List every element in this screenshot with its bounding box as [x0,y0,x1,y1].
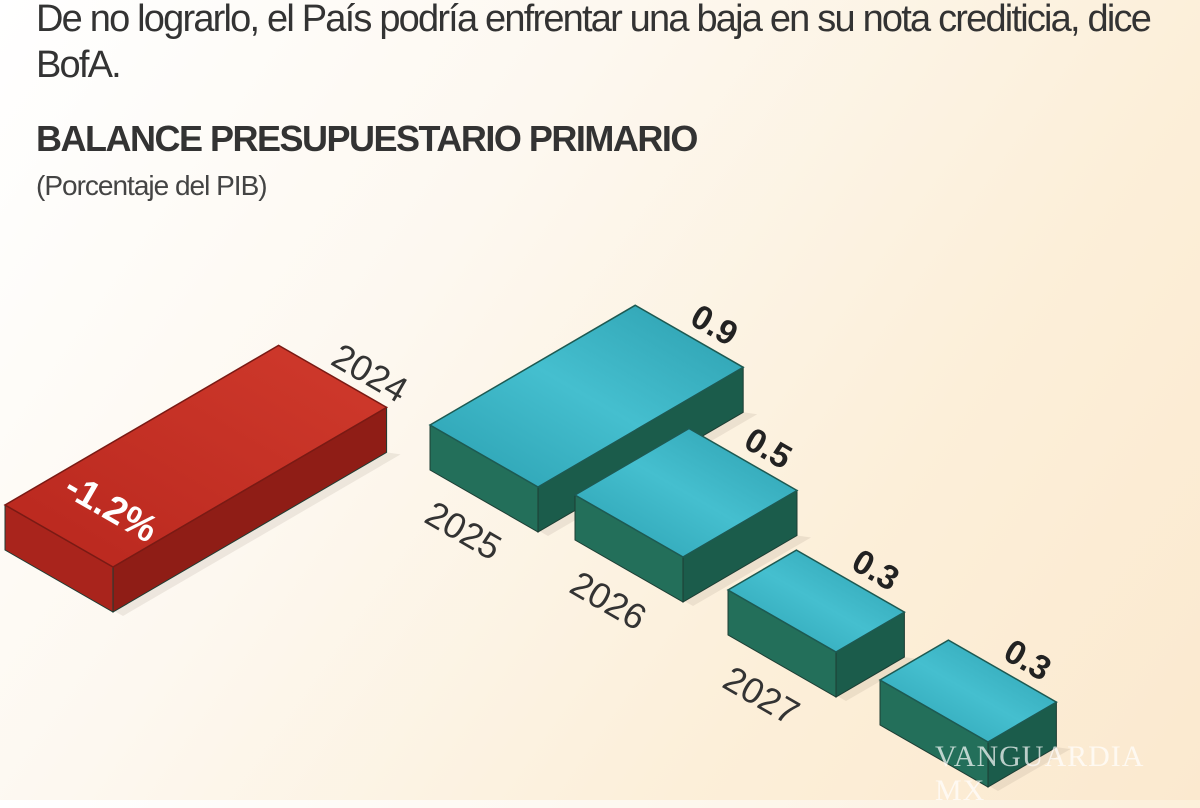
bar-top-face [573,427,799,558]
intro-text: De no lograrlo, el País podría enfrentar… [36,0,1152,86]
watermark: VANGUARDIA MX [935,740,1143,807]
chart-title: BALANCE PRESUPUESTARIO PRIMARIO [36,118,698,159]
bar-top-face [3,344,389,568]
chart-subtitle: (Porcentaje del PIB) [36,170,268,201]
bar-top-face [428,304,745,488]
bar-top-face [726,549,906,653]
bar-top-face [878,639,1058,743]
